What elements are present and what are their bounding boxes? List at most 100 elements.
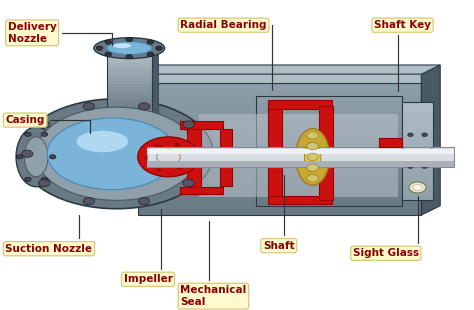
Bar [138, 156, 421, 162]
Bar [256, 134, 402, 140]
Bar [180, 187, 223, 194]
Bar [138, 149, 421, 156]
Circle shape [307, 164, 318, 171]
Bar [402, 102, 433, 200]
Bar [402, 131, 433, 136]
Bar [138, 83, 421, 90]
Bar [402, 122, 433, 127]
Circle shape [39, 121, 50, 128]
Bar [268, 100, 331, 109]
Bar [138, 74, 421, 83]
Bar [220, 129, 232, 186]
Circle shape [39, 179, 50, 187]
Bar [256, 151, 402, 156]
Bar [256, 178, 402, 184]
Circle shape [83, 197, 95, 205]
Ellipse shape [296, 129, 329, 185]
Circle shape [147, 40, 154, 44]
Circle shape [156, 149, 180, 165]
Bar [152, 54, 157, 114]
Bar [256, 195, 402, 200]
Bar [187, 122, 201, 193]
Bar [107, 93, 152, 96]
Text: Radial Bearing: Radial Bearing [180, 20, 273, 90]
Circle shape [183, 179, 194, 187]
Circle shape [156, 46, 162, 50]
Bar [107, 81, 152, 84]
Bar [138, 90, 421, 96]
Ellipse shape [94, 38, 164, 59]
Circle shape [183, 121, 194, 128]
Bar [256, 112, 402, 118]
Circle shape [138, 137, 199, 177]
Circle shape [429, 149, 435, 153]
Bar [138, 136, 421, 143]
Polygon shape [421, 65, 440, 215]
Ellipse shape [16, 127, 56, 187]
Bar [138, 116, 421, 123]
Bar [268, 196, 331, 204]
Ellipse shape [156, 162, 162, 171]
Bar [402, 117, 433, 122]
Bar [107, 105, 152, 108]
Bar [199, 114, 398, 197]
Bar [256, 95, 402, 101]
Circle shape [126, 55, 133, 59]
Bar [138, 143, 421, 149]
Circle shape [307, 143, 318, 150]
Bar [107, 69, 152, 72]
Bar [256, 140, 402, 145]
Ellipse shape [171, 164, 184, 170]
Bar [256, 95, 402, 206]
Ellipse shape [20, 99, 213, 209]
Bar [402, 112, 433, 117]
Ellipse shape [174, 142, 180, 151]
Text: Impeller: Impeller [124, 209, 173, 284]
Bar [147, 162, 455, 167]
Bar [256, 162, 402, 167]
Ellipse shape [304, 142, 321, 171]
Bar [268, 102, 282, 203]
Bar [107, 66, 152, 69]
Circle shape [307, 175, 318, 182]
Bar [402, 127, 433, 131]
Text: Shaft: Shaft [263, 175, 295, 250]
Bar [402, 180, 433, 185]
Bar [402, 185, 433, 190]
Bar [256, 184, 402, 189]
Circle shape [83, 103, 95, 110]
Bar [107, 87, 152, 90]
Bar [138, 189, 421, 195]
Bar [256, 145, 402, 151]
Bar [107, 54, 152, 57]
Bar [256, 101, 402, 107]
Ellipse shape [107, 42, 152, 55]
Bar [402, 146, 433, 151]
Circle shape [200, 150, 211, 157]
Bar [107, 84, 152, 87]
Bar [138, 83, 421, 215]
Circle shape [105, 40, 111, 44]
Bar [256, 129, 402, 134]
Bar [402, 161, 433, 166]
Ellipse shape [36, 107, 198, 200]
Ellipse shape [153, 144, 166, 149]
Bar [402, 102, 433, 107]
Bar [256, 156, 402, 162]
Circle shape [413, 184, 422, 191]
Circle shape [49, 155, 56, 159]
Bar [402, 156, 433, 161]
Bar [107, 75, 152, 78]
Bar [138, 96, 421, 103]
Bar [147, 147, 455, 167]
Bar [107, 63, 152, 66]
Bar [256, 173, 402, 178]
Circle shape [307, 132, 318, 139]
Text: Mechanical
Seal: Mechanical Seal [180, 221, 246, 307]
Ellipse shape [76, 131, 128, 152]
Bar [402, 195, 433, 200]
Circle shape [25, 132, 31, 136]
Bar [379, 139, 402, 147]
Bar [402, 175, 433, 180]
Bar [107, 102, 152, 105]
